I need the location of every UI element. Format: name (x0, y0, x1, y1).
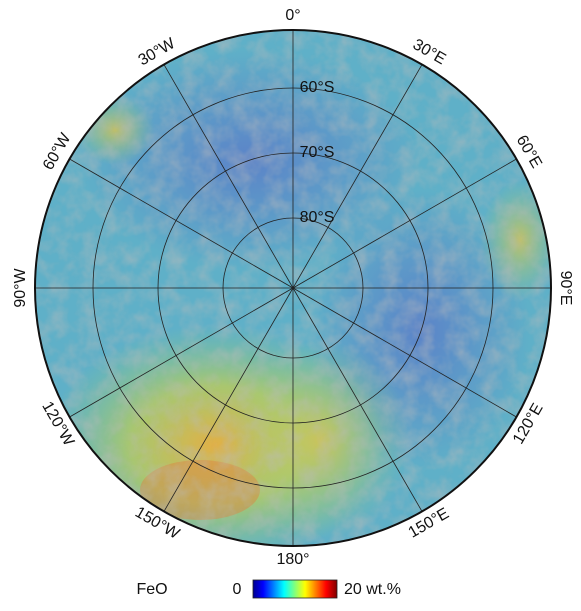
longitude-label: 90°E (557, 271, 574, 306)
longitude-label: 180° (276, 551, 309, 568)
colorbar (253, 580, 337, 598)
legend-max: 20 wt.% (344, 581, 401, 598)
legend-title: FeO (136, 581, 167, 598)
longitude-label: 90°W (12, 267, 29, 307)
legend-min: 0 (233, 581, 242, 598)
latitude-label: 80°S (300, 209, 335, 226)
longitude-label: 0° (285, 7, 300, 24)
latitude-label: 60°S (300, 79, 335, 96)
polar-map-figure: FeO 0 20 wt.% 0°30°E60°E90°E120°E150°E18… (0, 0, 581, 606)
latitude-label: 70°S (300, 144, 335, 161)
